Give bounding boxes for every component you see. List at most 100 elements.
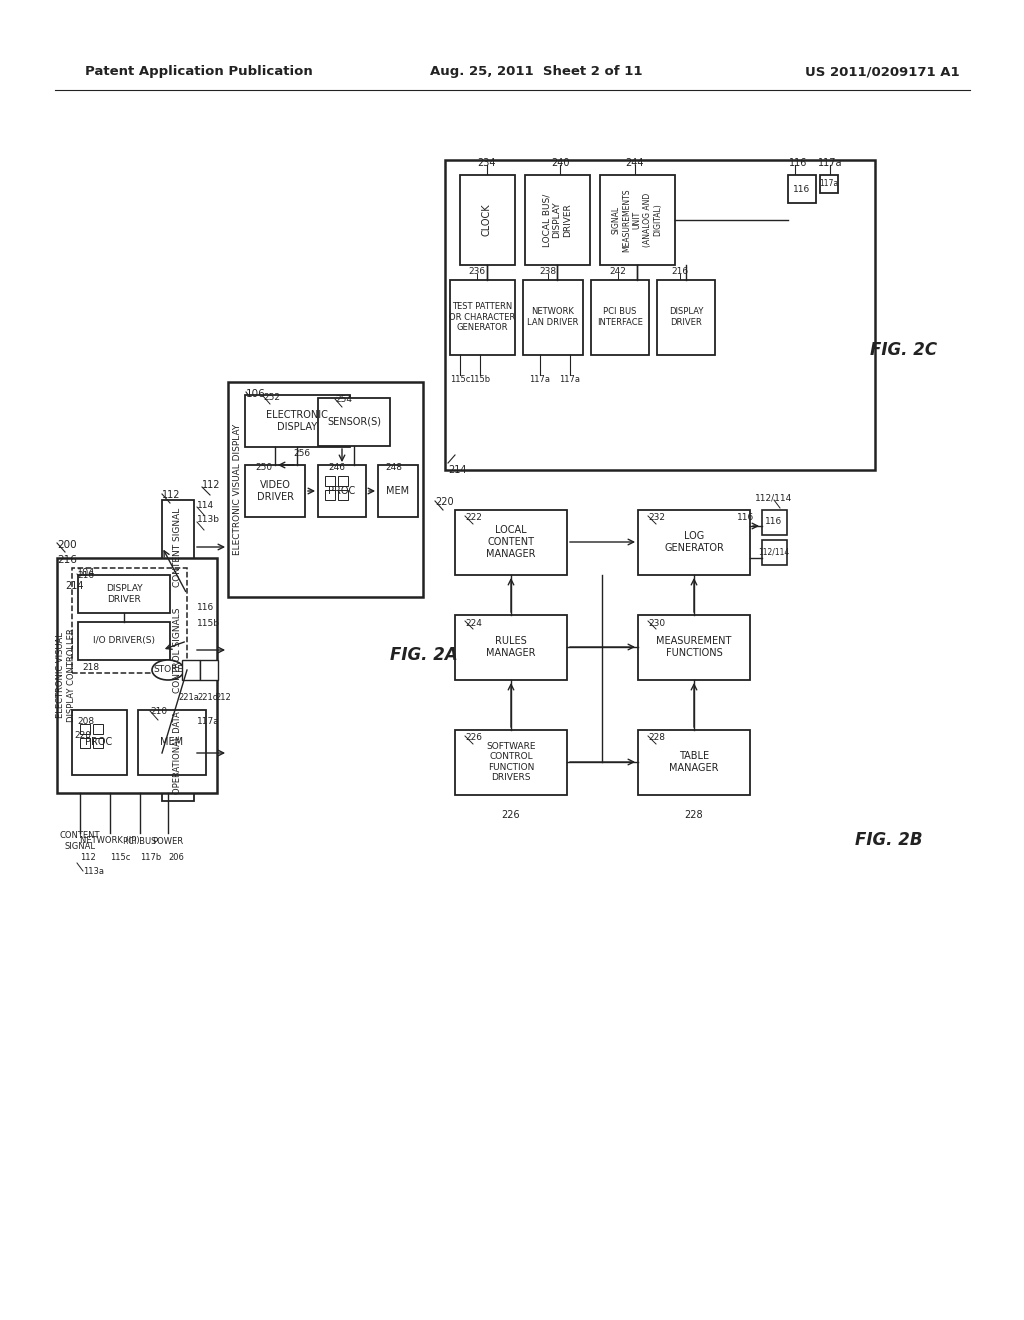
Text: CONTENT
SIGNAL: CONTENT SIGNAL <box>59 832 100 850</box>
Text: DISPLAY
DRIVER: DISPLAY DRIVER <box>105 585 142 603</box>
Bar <box>762 510 787 535</box>
Text: 113a: 113a <box>83 866 104 875</box>
Bar <box>72 568 187 673</box>
Text: CONTENT SIGNAL: CONTENT SIGNAL <box>173 507 182 586</box>
Text: 242: 242 <box>609 268 627 276</box>
Text: 228: 228 <box>648 734 665 742</box>
Text: VIDEO
DRIVER: VIDEO DRIVER <box>256 480 294 502</box>
Bar <box>72 710 127 775</box>
Bar <box>245 465 305 517</box>
Bar <box>455 510 567 576</box>
Bar <box>78 576 170 612</box>
Bar <box>638 615 750 680</box>
Text: 252: 252 <box>263 392 280 401</box>
Text: 221d: 221d <box>197 693 218 701</box>
Text: 117b: 117b <box>140 854 161 862</box>
Bar <box>591 280 649 355</box>
Text: 228: 228 <box>685 810 703 820</box>
Text: 221a: 221a <box>178 693 199 701</box>
Text: PCI BUS
INTERFACE: PCI BUS INTERFACE <box>597 308 643 327</box>
Text: 214: 214 <box>449 465 467 475</box>
Text: NETWORK
LAN DRIVER: NETWORK LAN DRIVER <box>527 308 579 327</box>
Bar <box>162 500 194 595</box>
Text: LOCAL BUS/
DISPLAY
DRIVER: LOCAL BUS/ DISPLAY DRIVER <box>542 193 571 247</box>
Bar <box>788 176 816 203</box>
Text: DISPLAY
DRIVER: DISPLAY DRIVER <box>669 308 703 327</box>
Text: 236: 236 <box>468 268 485 276</box>
Text: 106: 106 <box>246 389 266 399</box>
Bar <box>657 280 715 355</box>
Text: 115c: 115c <box>450 375 470 384</box>
Bar <box>460 176 515 265</box>
Text: 116: 116 <box>736 513 754 523</box>
Text: 200: 200 <box>57 540 77 550</box>
Text: 232: 232 <box>648 513 665 523</box>
Text: FIG. 2A: FIG. 2A <box>390 645 458 664</box>
Text: 246: 246 <box>328 462 345 471</box>
Text: 115c: 115c <box>110 854 130 862</box>
Text: 117a: 117a <box>559 375 581 384</box>
Bar <box>200 660 218 680</box>
Text: ELECTRONIC VISUAL
DISPLAY CONTROLLER: ELECTRONIC VISUAL DISPLAY CONTROLLER <box>56 628 76 722</box>
Bar <box>455 730 567 795</box>
Text: FIG. 2B: FIG. 2B <box>855 832 923 849</box>
Text: LOG
GENERATOR: LOG GENERATOR <box>664 531 724 553</box>
Text: SIGNAL
MEASUREMENTS
UNIT
(ANALOG AND
DIGITAL): SIGNAL MEASUREMENTS UNIT (ANALOG AND DIG… <box>611 189 663 252</box>
Bar <box>338 477 348 486</box>
Bar <box>162 706 194 801</box>
Bar <box>93 723 103 734</box>
Text: CLOCK: CLOCK <box>482 203 492 236</box>
Text: MEM: MEM <box>161 737 183 747</box>
Text: 117a: 117a <box>197 717 220 726</box>
Text: 238: 238 <box>540 268 557 276</box>
Bar <box>445 160 874 470</box>
Bar <box>455 615 567 680</box>
Text: 234: 234 <box>478 158 497 168</box>
Text: 254: 254 <box>335 396 352 404</box>
Bar <box>325 490 335 500</box>
Text: 116: 116 <box>765 517 782 527</box>
Text: 216: 216 <box>57 554 77 565</box>
Text: 112: 112 <box>162 490 180 500</box>
Text: RULES
MANAGER: RULES MANAGER <box>486 636 536 657</box>
Bar <box>78 622 170 660</box>
Text: Patent Application Publication: Patent Application Publication <box>85 66 312 78</box>
Text: 226: 226 <box>465 734 482 742</box>
Bar <box>523 280 583 355</box>
Text: ELECTRONIC VISUAL DISPLAY: ELECTRONIC VISUAL DISPLAY <box>232 424 242 554</box>
Text: 117a: 117a <box>818 158 843 168</box>
Text: STORE: STORE <box>153 665 183 675</box>
Text: 116: 116 <box>788 158 807 168</box>
Text: 220: 220 <box>74 730 91 739</box>
Bar <box>325 477 335 486</box>
Bar <box>638 510 750 576</box>
Bar <box>228 381 423 597</box>
Text: 112: 112 <box>80 854 96 862</box>
Text: 214: 214 <box>65 581 84 591</box>
Bar <box>138 710 206 775</box>
Bar <box>820 176 838 193</box>
Text: 115b: 115b <box>469 375 490 384</box>
Text: CONTROL SIGNALS: CONTROL SIGNALS <box>173 607 182 693</box>
Text: 115b: 115b <box>197 619 220 627</box>
Text: NETWORK (IP): NETWORK (IP) <box>80 837 140 846</box>
Text: SOFTWARE
CONTROL
FUNCTION
DRIVERS: SOFTWARE CONTROL FUNCTION DRIVERS <box>486 742 536 781</box>
Bar <box>525 176 590 265</box>
Bar <box>80 723 90 734</box>
Text: 222: 222 <box>465 513 482 523</box>
Text: 248: 248 <box>385 462 402 471</box>
Text: 212: 212 <box>215 693 230 701</box>
Ellipse shape <box>152 660 184 680</box>
Text: 117a: 117a <box>529 375 551 384</box>
Text: Aug. 25, 2011  Sheet 2 of 11: Aug. 25, 2011 Sheet 2 of 11 <box>430 66 642 78</box>
Text: US 2011/0209171 A1: US 2011/0209171 A1 <box>805 66 961 78</box>
Text: 117a: 117a <box>819 180 839 189</box>
Text: MEASUREMENT
FUNCTIONS: MEASUREMENT FUNCTIONS <box>656 636 732 657</box>
Text: 224: 224 <box>465 619 482 627</box>
Text: 116: 116 <box>197 603 214 612</box>
Text: 240: 240 <box>551 158 569 168</box>
Text: 113b: 113b <box>197 516 220 524</box>
Text: 112: 112 <box>202 480 220 490</box>
Text: FIG. 2C: FIG. 2C <box>870 341 937 359</box>
Text: 216: 216 <box>672 268 688 276</box>
